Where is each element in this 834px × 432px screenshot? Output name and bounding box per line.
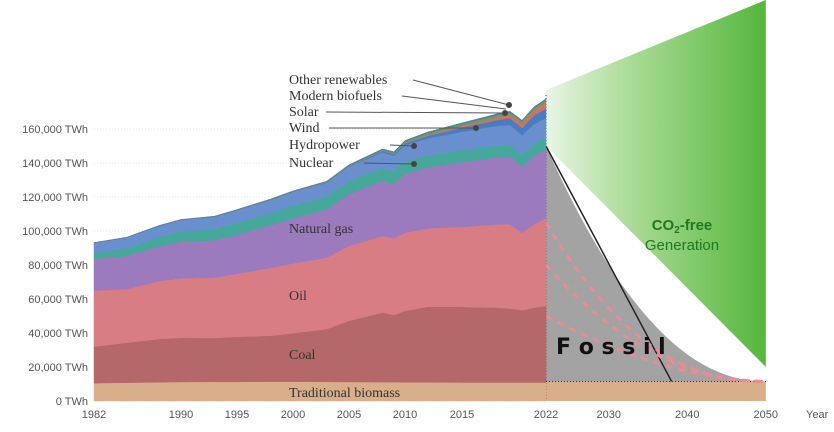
series-labels: Other renewables Modern biofuels Solar W…: [289, 73, 719, 401]
leader-line: [401, 95, 507, 110]
label-nuclear: Nuclear: [289, 156, 334, 171]
fossil-area: [546, 146, 766, 382]
label-solar: Solar: [289, 105, 319, 120]
dashed-projection-line: [544, 221, 766, 383]
x-tick-label: 2015: [450, 409, 474, 421]
x-tick-label: 2010: [393, 409, 417, 421]
y-tick-label: 40,000 TWh: [28, 328, 88, 340]
y-tick-label: 20,000 TWh: [28, 362, 88, 374]
y-tick-label: 120,000 TWh: [22, 192, 88, 204]
x-tick-label: 2040: [675, 409, 699, 421]
x-tick-label: 2030: [597, 409, 621, 421]
label-other-renewables: Other renewables: [289, 73, 387, 88]
leader-line: [363, 162, 415, 165]
y-tick-label: 160,000 TWh: [22, 124, 88, 136]
y-tick-label: 140,000 TWh: [22, 158, 88, 170]
label-wind: Wind: [289, 121, 320, 136]
marker-dot: [506, 102, 512, 108]
y-axis-ticks: 0 TWh 20,000 TWh 40,000 TWh 60,000 TWh 80,00…: [22, 124, 88, 408]
y-tick-label: 80,000 TWh: [28, 260, 88, 272]
leader-line: [325, 111, 506, 114]
x-tick-label: 1990: [169, 409, 193, 421]
decline-line: [545, 145, 673, 382]
label-traditional-biomass: Traditional biomass: [289, 386, 400, 401]
label-coal: Coal: [289, 348, 316, 363]
x-axis-label: Year: [806, 409, 829, 421]
y-tick-label: 60,000 TWh: [28, 294, 88, 306]
y-tick-label: 100,000 TWh: [22, 226, 88, 238]
marker-dot: [502, 110, 508, 116]
y-tick-label: 0 TWh: [56, 396, 88, 408]
x-tick-label: 2050: [754, 409, 778, 421]
label-oil: Oil: [289, 289, 307, 304]
label-generation: Generation: [645, 237, 719, 254]
marker-dot: [473, 125, 479, 131]
x-tick-label: 1982: [82, 409, 106, 421]
leader-line: [389, 144, 415, 147]
label-modern-biofuels: Modern biofuels: [289, 89, 382, 104]
marker-dot: [411, 143, 417, 149]
x-tick-label: 2022: [534, 409, 558, 421]
x-tick-label: 2000: [281, 409, 305, 421]
leader-line: [412, 79, 510, 106]
marker-dot: [411, 161, 417, 167]
dashed-projection-line: [545, 314, 766, 383]
co2-free-area: [546, 0, 766, 367]
label-fossil: F o s s i l: [556, 335, 666, 360]
x-tick-label: 1995: [225, 409, 249, 421]
stacked-areas: [93, 98, 547, 402]
label-natural-gas: Natural gas: [289, 222, 353, 237]
x-tick-label: 2005: [337, 409, 361, 421]
future-biomass-area: [546, 381, 766, 401]
dashed-projection-line: [544, 263, 766, 383]
label-hydropower: Hydropower: [289, 138, 360, 153]
x-axis-ticks: 1982 1990 1995 2000 2005 2010 2015 2022 2030 2040…: [82, 409, 778, 421]
label-co2-free: CO2-free: [652, 217, 713, 236]
